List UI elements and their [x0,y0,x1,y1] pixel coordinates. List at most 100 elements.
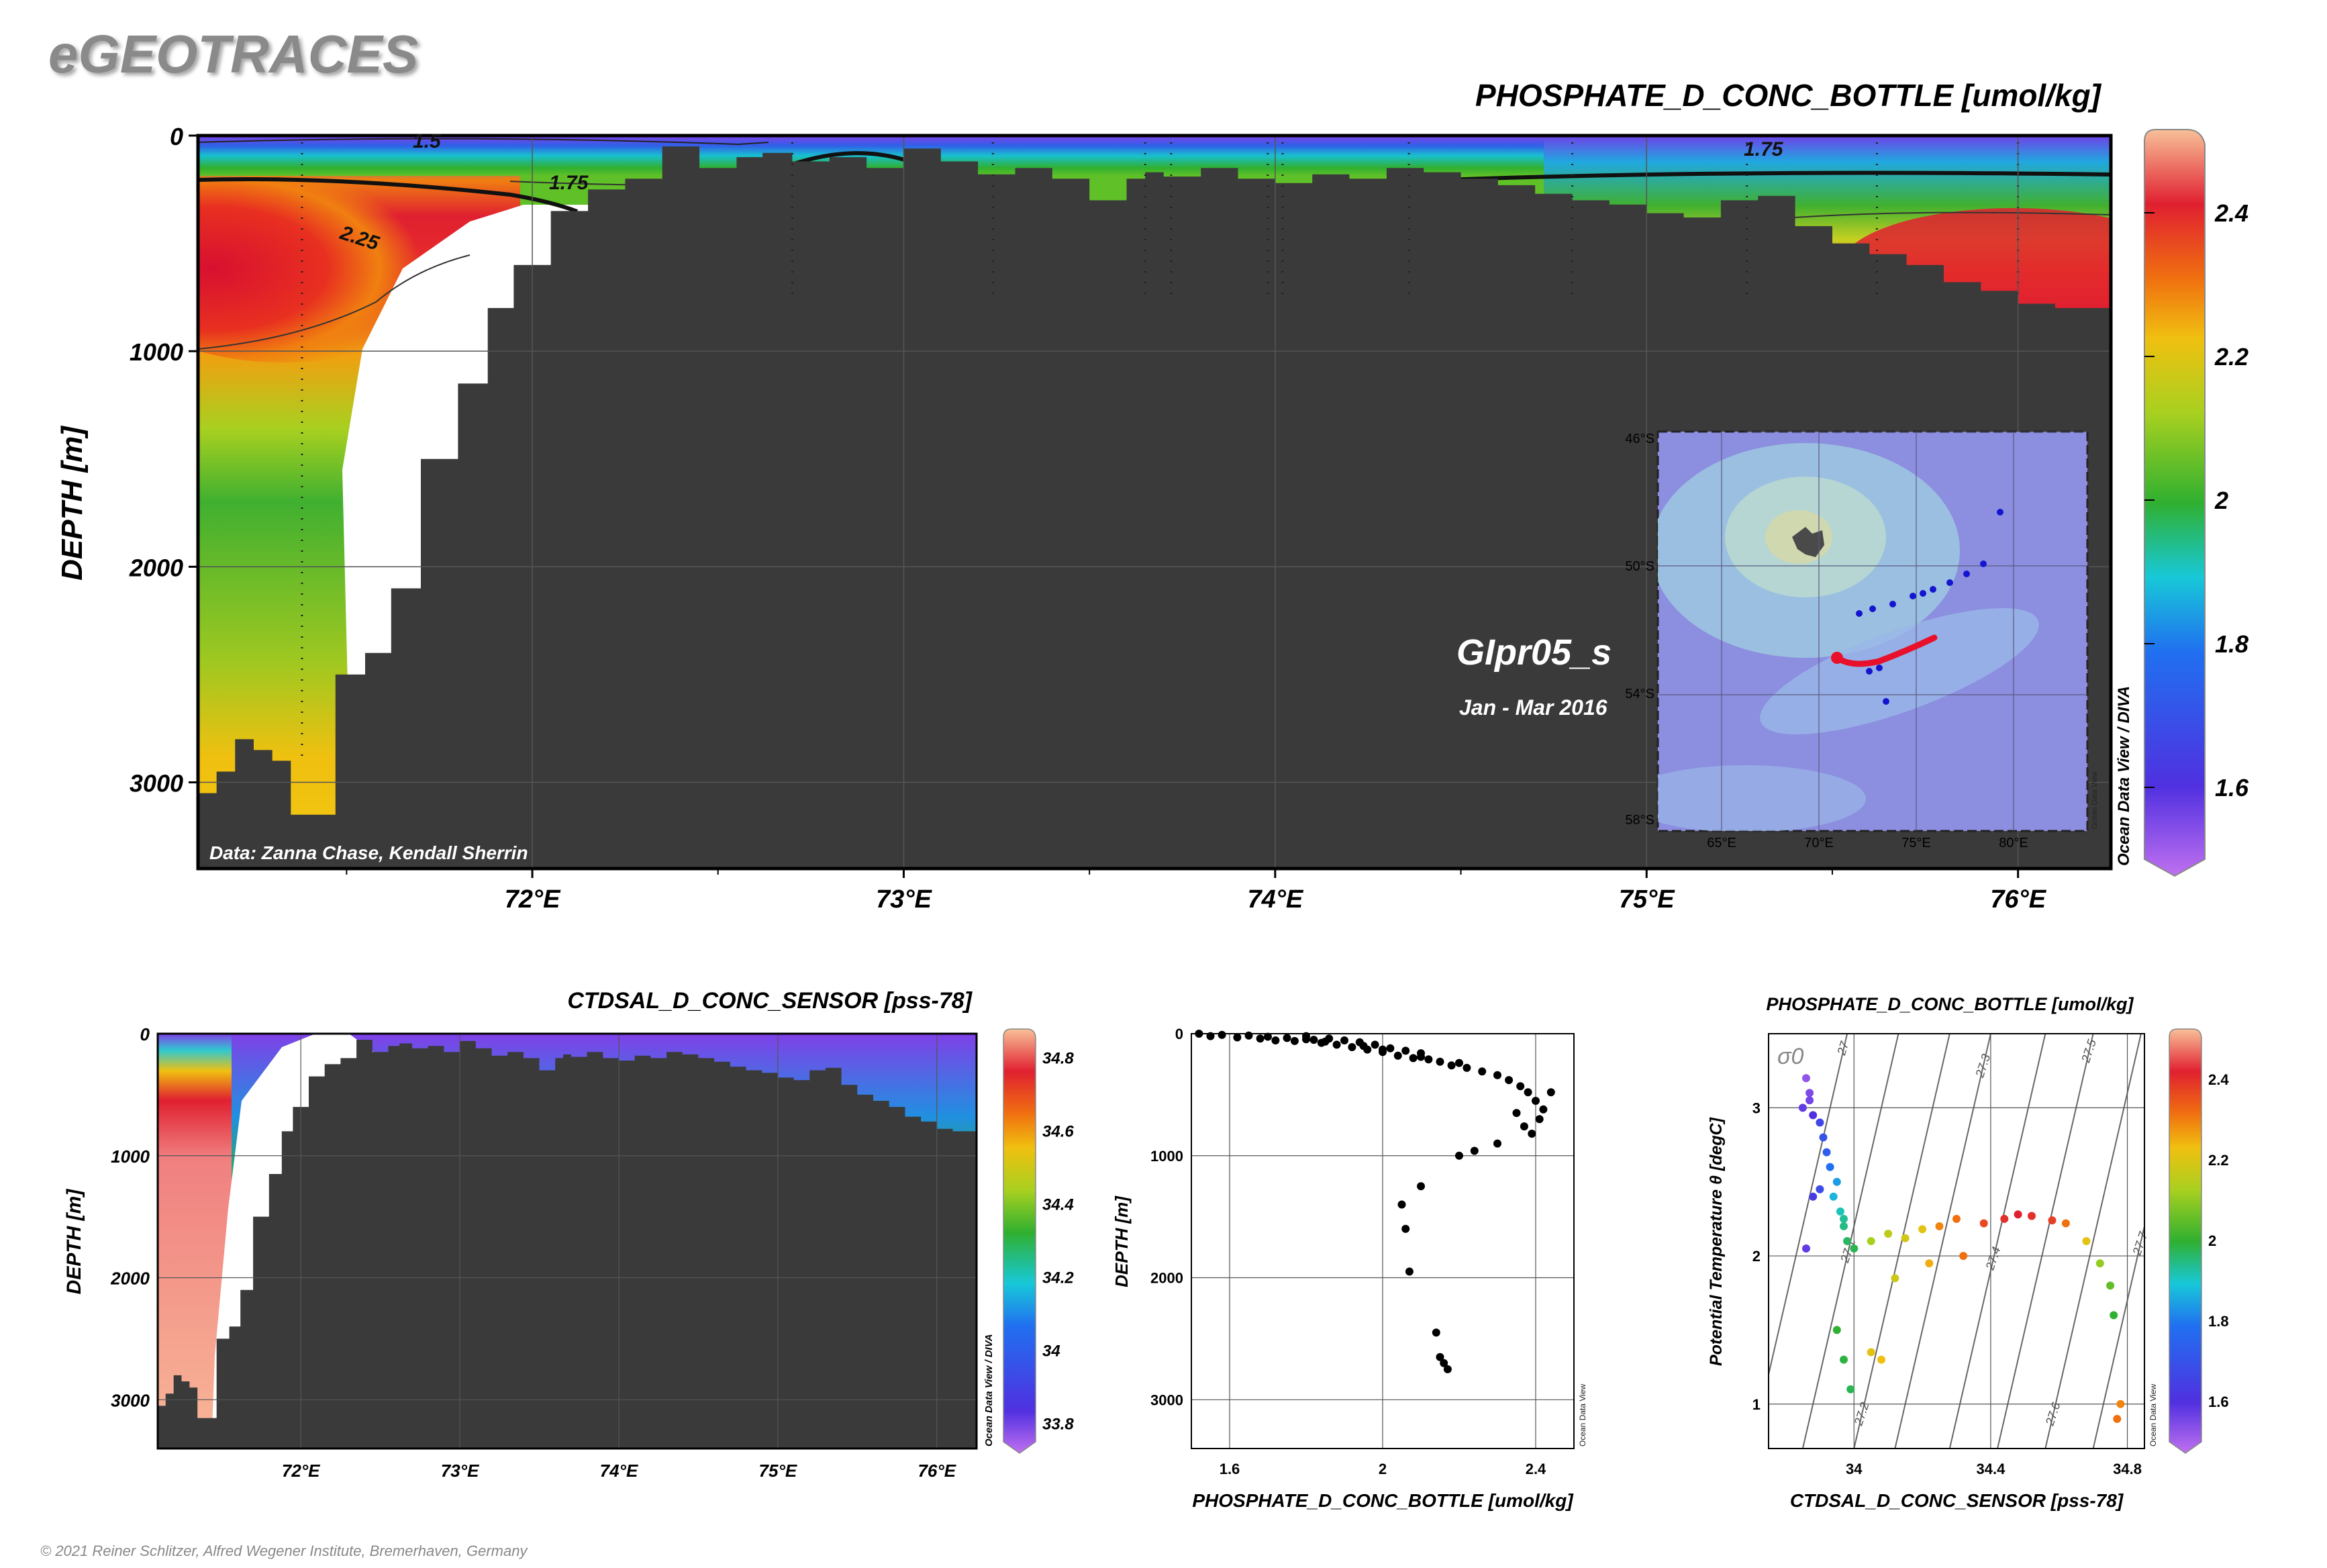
inset-odv-tag: Ocean Data View [2091,772,2099,829]
data-point [1195,1030,1203,1038]
main-plot-frame [196,134,2113,871]
data-point [1379,1045,1387,1054]
main-odv-tag: Ocean Data View / DIVA [2115,686,2133,866]
data-point [1884,1230,1893,1238]
data-point [1359,1042,1368,1050]
colorbar-tick-label: 33.8 [1042,1416,1074,1434]
data-point [1528,1130,1536,1138]
data-point [1470,1146,1479,1155]
x-tick-label: 76°E [918,1461,956,1481]
colorbar-tick-label: 1.8 [2208,1313,2229,1330]
ts-title: PHOSPHATE_D_CONC_BOTTLE [umol/kg] [1766,994,2134,1014]
data-point [1524,1088,1532,1097]
cruise-track [1834,634,1938,667]
y-tick-label: 2000 [129,554,183,581]
colorbar-tick-label: 1.6 [2215,774,2249,801]
profile-scatter-plot: 1.6 2 2.4 0 1000 2000 3000 PHOSPHATE_D_CONC_BO… [1111,1026,1587,1511]
cruise-name: GIpr05_s [1456,632,1612,673]
x-tick-label: 34.8 [2113,1461,2142,1477]
y-tick-label: 2000 [110,1269,150,1289]
inset-lat-label: 58°S [1625,813,1654,828]
data-point [1401,1046,1410,1055]
data-point [2000,1214,2009,1223]
x-tick-label: 75°E [759,1461,797,1481]
data-point [1979,1219,1988,1228]
isopycnal [2092,1223,2144,1449]
profile-points [1195,1030,1555,1373]
data-point [1798,1104,1807,1112]
data-point [1850,1244,1859,1253]
data-point [1512,1109,1521,1118]
data-point [1816,1118,1824,1127]
main-section-plot: PHOSPHATE_D_CONC_BOTTLE [umol/kg] [56,78,2249,914]
data-point [1244,1031,1253,1040]
main-x-ticks: 72°E 73°E 74°E 75°E 76°E [346,869,2047,914]
data-point [1959,1252,1968,1261]
data-point [1802,1244,1810,1253]
profile-ticks: 1.6 2 2.4 0 1000 2000 3000 [1150,1026,1546,1477]
sal-colorbar-ticks: 34.8 34.6 34.4 34.2 34 33.8 [1042,1049,1074,1433]
y-tick-label: 3000 [130,770,183,797]
profile-grid [1191,1034,1574,1449]
sal-colorbar [1003,1028,1036,1454]
isopycnal-label: 27.5 [2079,1037,2099,1065]
data-point [1397,1200,1406,1209]
data-point [1935,1222,1944,1230]
sigma-label: σ0 [1777,1044,1804,1069]
data-point [2028,1212,2036,1220]
y-tick-label: 0 [170,123,183,150]
data-point [1867,1237,1875,1245]
contour-label: 1.5 [413,130,442,152]
ts-colorbar [2169,1028,2202,1454]
data-point [1432,1328,1440,1337]
data-point [1455,1151,1463,1160]
ts-points [1798,1074,2125,1423]
sal-plot-frame [156,1032,978,1450]
data-point [1271,1036,1280,1044]
data-point [1206,1032,1215,1040]
x-tick-label: 34.4 [1976,1461,2006,1477]
data-point [1371,1040,1379,1049]
data-point [1505,1076,1514,1085]
data-point [1840,1214,1848,1223]
data-point [1493,1071,1501,1079]
sal-y-axis-label: DEPTH [m] [63,1189,85,1295]
y-tick-label: 1000 [1150,1148,1183,1165]
colorbar-tick-label: 2.2 [2208,1152,2229,1169]
data-point [1417,1182,1425,1191]
data-point [1321,1037,1330,1046]
data-point [1832,1177,1841,1186]
colorbar-tick-label: 34 [1042,1342,1060,1361]
data-point [1819,1133,1828,1142]
x-tick-label: 72°E [282,1461,320,1481]
data-point [1826,1163,1834,1171]
data-point [1516,1082,1525,1091]
isopycnal [1853,1034,1950,1449]
isopycnal-label: 27.7 [2130,1230,2150,1257]
bathymetry [198,146,2111,869]
data-point [1816,1185,1824,1193]
isopycnal-label: 27.3 [1973,1052,1993,1079]
x-tick-label: 1.6 [1220,1461,1240,1477]
data-point [1340,1036,1348,1044]
isopycnal [1769,1034,1848,1378]
data-point [1463,1063,1471,1072]
x-tick-label: 74°E [600,1461,638,1481]
data-point [1348,1043,1356,1051]
contour-label: 1.75 [549,172,589,194]
x-tick-label: 75°E [1619,885,1675,914]
sal-x-ticks: 72°E 73°E 74°E 75°E 76°E [282,1461,956,1481]
data-point [2095,1259,2104,1268]
ts-ticks: 34 34.4 34.8 1 2 3 [1752,1099,2142,1477]
inset-lon-label: 75°E [1901,836,1931,850]
y-tick-label: 3000 [1150,1391,1183,1408]
main-y-axis-label: DEPTH [m] [56,426,89,581]
contour-label: 1.75 [1744,138,1784,160]
data-point [1802,1074,1810,1083]
data-point [1840,1222,1848,1230]
colorbar-tick-label: 2.4 [2208,1071,2229,1088]
data-point [1877,1355,1885,1364]
data-point [1447,1061,1456,1070]
profile-plot-frame [1191,1033,1575,1449]
